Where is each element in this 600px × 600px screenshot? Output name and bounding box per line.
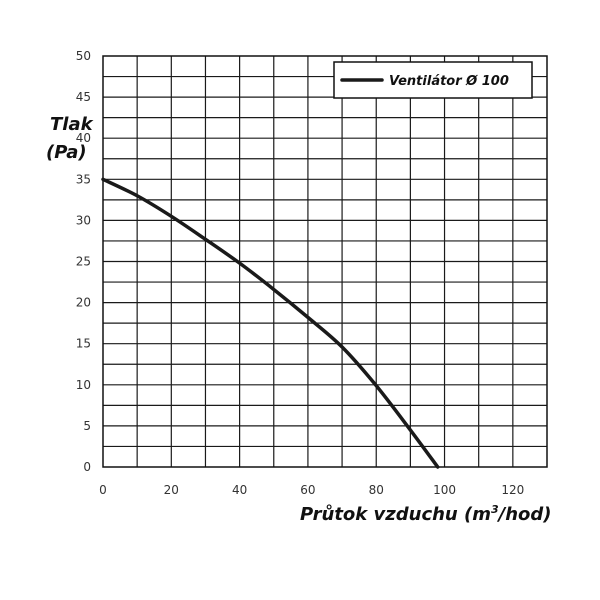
x-axis-title-tail: /hod) [497,504,552,525]
plot-border [102,55,548,468]
y-axis-title-line1: Tlak [50,114,94,135]
y-tick-label: 30 [76,213,91,227]
legend-label: Ventilátor Ø 100 [389,74,509,89]
x-axis-title-main: Průtok vzduchu (m [300,504,491,525]
tick-labels: 0 20 40 60 80 100 120 0 5 10 15 20 25 30 35 40 45 50 [76,49,525,497]
grid [103,56,547,467]
y-tick-label: 35 [76,172,91,186]
x-tick-label: 80 [369,483,384,497]
legend: Ventilátor Ø 100 [333,61,533,99]
y-axis-title-line2: (Pa) [46,142,87,163]
series-lines [101,177,440,469]
series-line [101,177,440,469]
y-tick-label: 15 [76,337,91,351]
y-tick-label: 45 [76,90,91,104]
y-tick-label: 50 [76,49,91,63]
y-tick-label: 20 [76,296,91,310]
y-tick-label: 0 [83,460,91,474]
x-axis-title: Průtok vzduchu (m3/hod) [300,503,552,525]
x-tick-label: 0 [99,483,107,497]
x-tick-label: 60 [300,483,315,497]
x-tick-label: 20 [164,483,179,497]
x-tick-label: 40 [232,483,247,497]
y-tick-label: 5 [83,419,91,433]
y-tick-label: 25 [76,255,91,269]
y-tick-label: 10 [76,378,91,392]
x-axis-title-sup: 3 [491,503,499,516]
x-tick-label: 100 [433,483,456,497]
x-tick-label: 120 [501,483,524,497]
y-tick-label: 40 [76,131,91,145]
